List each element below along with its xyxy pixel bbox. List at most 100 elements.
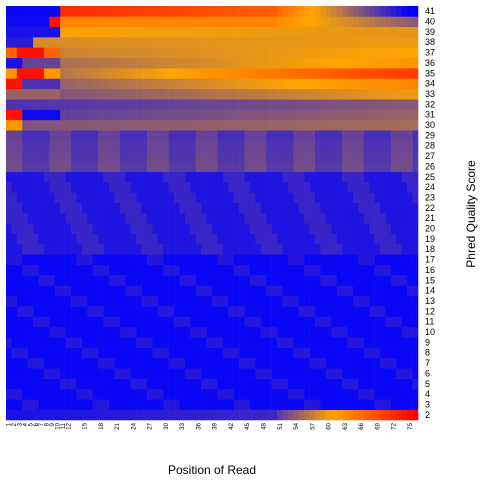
heatmap-cell [233,388,240,400]
heatmap-cell [277,254,283,266]
heatmap-cell [103,57,110,69]
heatmap-cell [201,192,207,203]
heatmap-cell [309,223,316,234]
heatmap-cell [157,295,164,307]
heatmap-cell [212,26,218,38]
heatmap-cell [239,295,245,307]
heatmap-cell [157,109,164,121]
heatmap-cell [358,368,365,379]
heatmap-cell [352,47,359,59]
heatmap-cell [27,161,34,172]
heatmap-cell [412,119,419,131]
heatmap-cell [304,202,310,214]
heatmap-cell [390,378,397,390]
heatmap-cell [352,130,359,141]
heatmap-cell [27,316,34,328]
heatmap-cell [412,337,419,348]
heatmap-cell [358,223,365,234]
heatmap-cell [277,130,283,141]
heatmap-cell [49,285,56,297]
heatmap-cell [152,99,159,110]
heatmap-cell [103,378,110,390]
heatmap-cell [109,119,115,131]
heatmap-cell [336,337,343,348]
heatmap-cell [146,233,153,245]
heatmap-cell [71,409,77,421]
heatmap-cell [298,171,305,183]
heatmap-cell [352,409,359,421]
heatmap-cell [277,68,283,79]
heatmap-cell [249,47,256,59]
heatmap-cell [152,88,159,100]
heatmap-cell [255,368,262,379]
heatmap-cell [22,399,28,410]
heatmap-cell [309,57,316,69]
heatmap-cell [266,295,272,307]
heatmap-cell [27,368,34,379]
heatmap-cell [163,140,169,152]
heatmap-cell [54,57,61,69]
heatmap-cell [385,99,392,110]
y-tick-label: 22 [425,203,435,213]
heatmap-cell [412,368,419,379]
heatmap-cell [81,37,88,48]
heatmap-cell [141,109,148,121]
heatmap-cell [43,16,50,27]
heatmap-cell [239,378,245,390]
heatmap-cell [358,171,365,183]
heatmap-cell [228,78,234,90]
heatmap-cell [16,109,23,121]
heatmap-cell [6,264,12,276]
heatmap-cell [315,213,321,224]
heatmap-cell [130,306,137,317]
heatmap-cell [385,378,392,390]
heatmap-cell [60,213,66,224]
heatmap-cell [201,202,207,214]
heatmap-cell [239,140,245,152]
heatmap-cell [363,68,370,79]
heatmap-cell [255,295,262,307]
heatmap-cell [152,275,159,286]
heatmap-cell [331,254,337,266]
heatmap-cell [390,233,397,245]
heatmap-cell [396,192,403,203]
heatmap-cell [396,16,403,27]
heatmap-cell [98,57,104,69]
heatmap-cell [71,223,77,234]
heatmap-cell [352,68,359,79]
heatmap-cell [390,357,397,369]
heatmap-cell [396,6,403,17]
heatmap-cell [412,378,419,390]
heatmap-cell [222,99,229,110]
heatmap-cell [33,202,39,214]
heatmap-cell [298,306,305,317]
heatmap-cell [320,326,327,338]
heatmap-cell [114,78,121,90]
heatmap-cell [60,78,66,90]
heatmap-cell [260,213,267,224]
heatmap-cell [6,306,12,317]
heatmap-cell [320,285,327,297]
heatmap-cell [212,233,218,245]
heatmap-cell [141,78,148,90]
heatmap-cell [407,316,413,328]
heatmap-cell [6,161,12,172]
heatmap-cell [71,16,77,27]
heatmap-cell [277,47,283,59]
heatmap-cell [60,399,66,410]
heatmap-cell [396,368,403,379]
heatmap-cell [374,16,381,27]
heatmap-cell [369,326,375,338]
heatmap-cell [342,57,348,69]
heatmap-cell [119,99,126,110]
heatmap-cell [179,109,186,121]
heatmap-cell [87,6,94,17]
heatmap-cell [6,171,12,183]
heatmap-cell [380,357,386,369]
heatmap-cell [385,388,392,400]
heatmap-cell [271,399,278,410]
heatmap-cell [390,68,397,79]
heatmap-cell [363,47,370,59]
heatmap-cell [358,399,365,410]
heatmap-cell [71,119,77,131]
